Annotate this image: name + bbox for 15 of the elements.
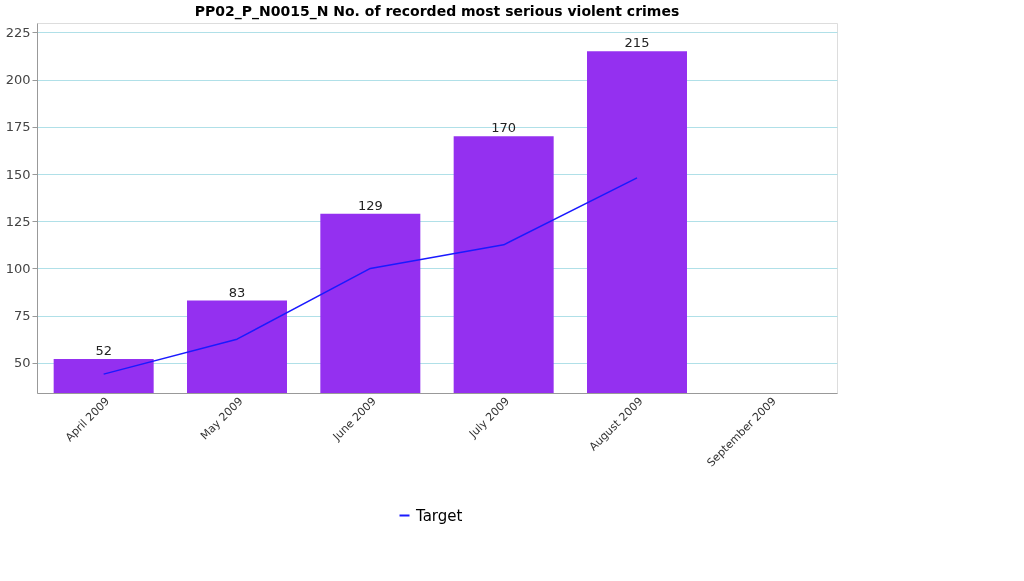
data-label: 52: [95, 343, 112, 359]
data-label: 215: [624, 35, 650, 51]
y-tick-label: 100: [5, 260, 31, 276]
y-tick-label: 225: [5, 24, 31, 40]
y-tick-label: 125: [5, 213, 31, 229]
data-label: 170: [491, 120, 517, 136]
chart-title: PP02_P_N0015_N No. of recorded most serious violent crimes: [194, 3, 680, 20]
y-tick-label: 200: [5, 72, 31, 88]
data-label: 83: [228, 284, 246, 300]
legend-label: Target: [415, 506, 463, 525]
y-tick-label: 150: [5, 166, 31, 182]
y-tick-label: 175: [5, 119, 31, 135]
y-tick-label: 50: [13, 355, 31, 371]
y-tick-label: 75: [13, 308, 31, 324]
data-label: 129: [357, 197, 383, 213]
